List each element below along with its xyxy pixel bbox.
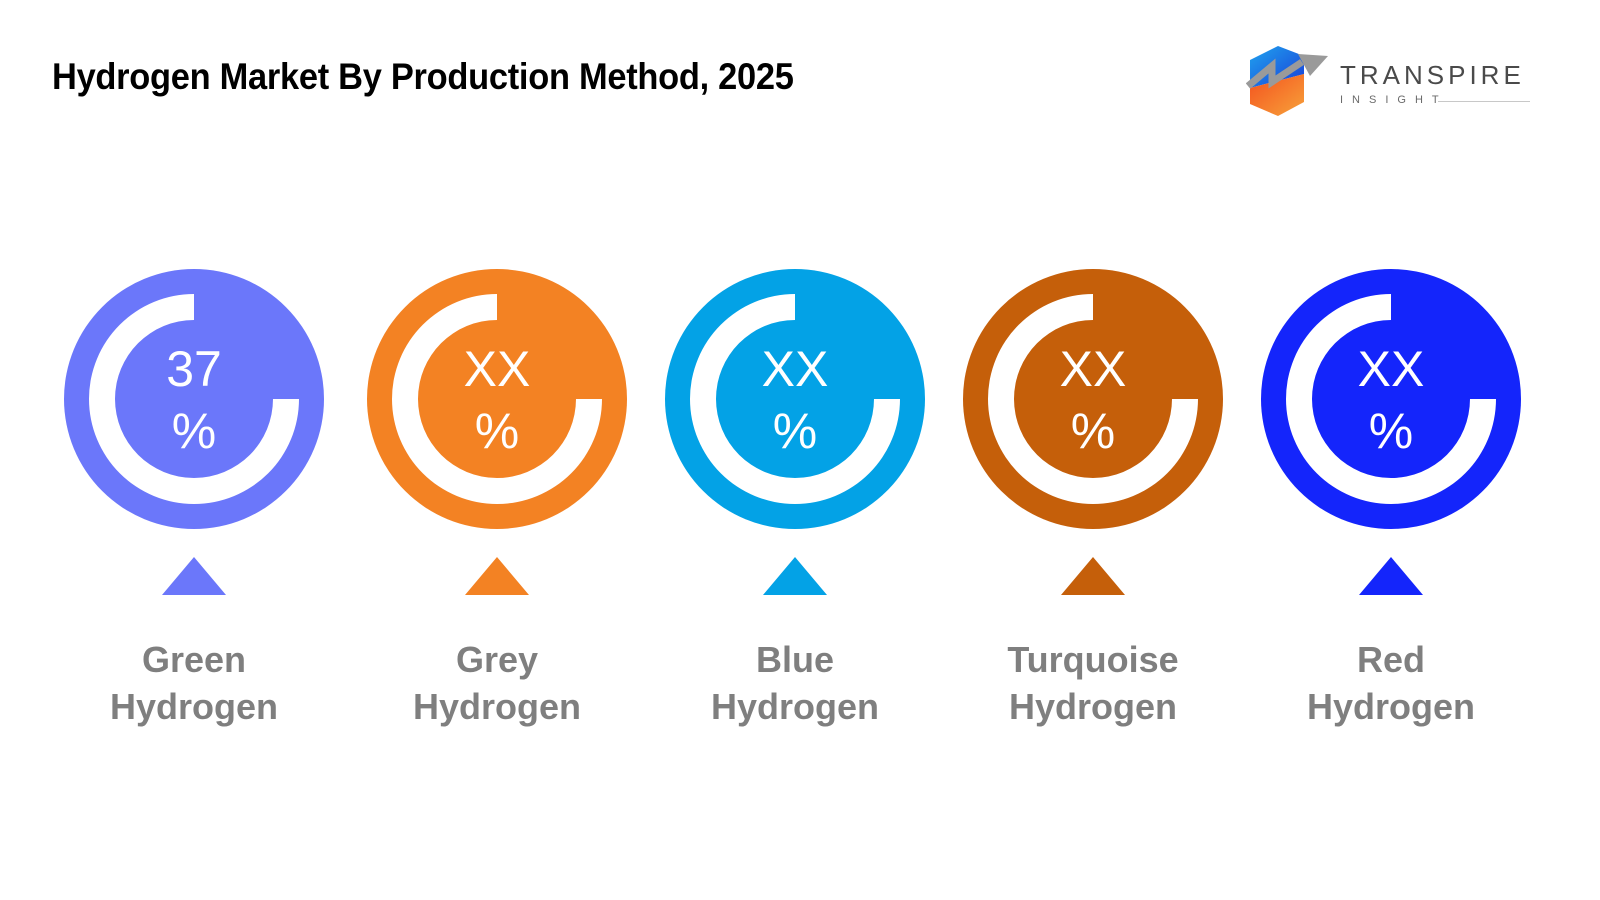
segment-unit: % bbox=[474, 403, 520, 459]
donut-chart-icon bbox=[1261, 269, 1521, 529]
donut-chart-icon bbox=[367, 269, 627, 529]
segment-label-line1: Green bbox=[141, 639, 247, 680]
segment-green-hydrogen: 37 % Green Hydrogen bbox=[63, 268, 325, 748]
logo-divider bbox=[1438, 101, 1530, 102]
donut-chart-icon bbox=[963, 269, 1223, 529]
donut-chart-icon bbox=[64, 269, 324, 529]
segment-value: XX bbox=[463, 341, 531, 397]
hexagon-arrow-logo-icon bbox=[1246, 46, 1328, 116]
segment-label-line1: Turquoise bbox=[1007, 639, 1179, 680]
segment-label-line2: Hydrogen bbox=[710, 686, 879, 727]
segment-label: Turquoise Hydrogen bbox=[922, 636, 1264, 730]
segment-value: XX bbox=[1357, 341, 1425, 397]
segment-label: Grey Hydrogen bbox=[326, 636, 668, 730]
segment-unit: % bbox=[171, 403, 217, 459]
segment-unit: % bbox=[1368, 403, 1414, 459]
page-title: Hydrogen Market By Production Method, 20… bbox=[52, 56, 794, 97]
brand-logo: TRANSPIRE INSIGHT bbox=[1246, 44, 1546, 119]
segment-label-line2: Hydrogen bbox=[1306, 686, 1475, 727]
segment-turquoise-hydrogen: XX % Turquoise Hydrogen bbox=[962, 268, 1224, 748]
segment-unit: % bbox=[772, 403, 818, 459]
segment-label: Green Hydrogen bbox=[23, 636, 365, 730]
logo-name: TRANSPIRE bbox=[1340, 60, 1525, 90]
segment-label-line1: Red bbox=[1356, 639, 1425, 680]
donut-chart-icon bbox=[665, 269, 925, 529]
segment-label-line1: Grey bbox=[455, 639, 539, 680]
segment-label-line1: Blue bbox=[755, 639, 834, 680]
triangle-up-icon bbox=[1061, 557, 1125, 595]
segment-label-line2: Hydrogen bbox=[1008, 686, 1177, 727]
segment-label: Red Hydrogen bbox=[1220, 636, 1562, 730]
segment-value: 37 bbox=[166, 341, 222, 397]
segment-label: Blue Hydrogen bbox=[624, 636, 966, 730]
segment-label-line2: Hydrogen bbox=[109, 686, 278, 727]
segment-value: XX bbox=[1059, 341, 1127, 397]
segment-grey-hydrogen: XX % Grey Hydrogen bbox=[366, 268, 628, 748]
triangle-up-icon bbox=[465, 557, 529, 595]
triangle-up-icon bbox=[763, 557, 827, 595]
triangle-up-icon bbox=[1359, 557, 1423, 595]
segment-label-line2: Hydrogen bbox=[412, 686, 581, 727]
segment-red-hydrogen: XX % Red Hydrogen bbox=[1260, 268, 1522, 748]
segment-unit: % bbox=[1070, 403, 1116, 459]
segment-value: XX bbox=[761, 341, 829, 397]
triangle-up-icon bbox=[162, 557, 226, 595]
logo-tagline: INSIGHT bbox=[1340, 94, 1448, 106]
segment-blue-hydrogen: XX % Blue Hydrogen bbox=[664, 268, 926, 748]
